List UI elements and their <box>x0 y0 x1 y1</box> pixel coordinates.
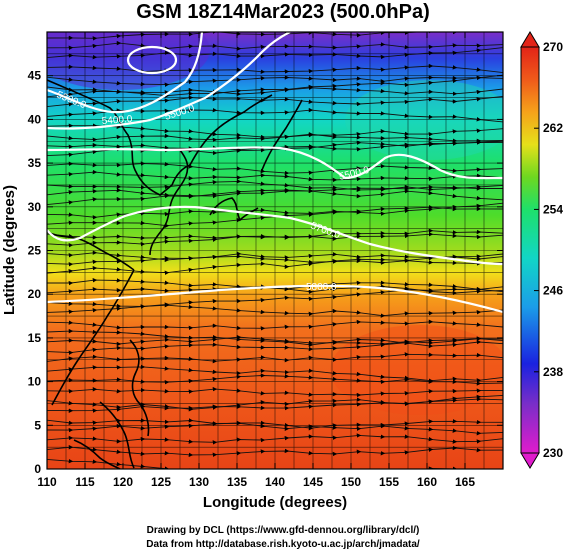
streamline <box>47 319 503 331</box>
streamline <box>47 187 503 206</box>
streamline <box>47 373 503 386</box>
colorbar-tick-label: 270 <box>543 40 563 54</box>
contour-label-5800: 5800.0 <box>306 282 337 293</box>
contour-5700 <box>47 205 503 266</box>
y-axis: 0 5 10 15 20 25 30 35 40 45 <box>28 69 503 476</box>
x-tick-label: 145 <box>303 475 323 489</box>
coastlines <box>47 79 303 469</box>
footer-data-credit: Data from http://database.rish.kyoto-u.a… <box>146 539 420 550</box>
streamline <box>47 95 503 108</box>
streamline <box>47 419 503 433</box>
x-tick-label: 165 <box>455 475 475 489</box>
streamline <box>47 352 503 364</box>
map-title: GSM 18Z14Mar2023 (500.0hPa) <box>136 1 430 23</box>
streamline <box>47 444 503 458</box>
streamline <box>47 63 503 74</box>
height-contours <box>47 32 503 314</box>
y-tick-label: 25 <box>28 244 42 258</box>
streamline <box>47 394 503 413</box>
y-tick-label: 20 <box>28 287 42 301</box>
colorbar-tick-label: 230 <box>543 446 563 460</box>
streamline <box>47 40 503 51</box>
contour-5500 <box>47 146 503 180</box>
y-tick-label: 0 <box>34 462 41 476</box>
streamline <box>47 286 503 314</box>
colorbar: 230 238 246 254 262 270 <box>520 31 563 469</box>
y-tick-label: 15 <box>28 331 42 345</box>
x-tick-label: 120 <box>113 475 133 489</box>
colorbar-top-arrow <box>520 31 540 48</box>
streamline <box>47 169 503 183</box>
colorbar-bottom-arrow <box>520 452 540 469</box>
colorbar-tick-label: 262 <box>543 121 563 135</box>
colorbar-body <box>520 46 540 454</box>
x-tick-label: 160 <box>417 475 437 489</box>
x-tick-label: 135 <box>227 475 247 489</box>
x-tick-label: 115 <box>75 475 95 489</box>
x-tick-label: 155 <box>379 475 399 489</box>
x-tick-label: 125 <box>151 475 171 489</box>
x-tick-label: 140 <box>265 475 285 489</box>
contour-5300 <box>47 32 204 114</box>
streamline <box>47 75 503 98</box>
streamline <box>47 433 503 445</box>
footer-drawing-credit: Drawing by DCL (https://www.gfd-dennou.o… <box>146 525 420 536</box>
y-tick-label: 5 <box>34 418 41 432</box>
streamline <box>47 107 503 123</box>
x-axis-label: Longitude (degrees) <box>203 494 347 511</box>
streamline <box>47 336 503 355</box>
y-tick-label: 40 <box>28 112 42 126</box>
y-axis-label: Latitude (degrees) <box>1 185 18 315</box>
x-tick-label: 110 <box>37 475 57 489</box>
streamline <box>47 47 503 60</box>
y-tick-label: 30 <box>28 200 42 214</box>
x-axis: 110 115 120 125 130 135 140 145 150 155 160 165 <box>37 32 475 489</box>
contour-5200 <box>126 45 178 75</box>
contour-5400 <box>47 32 291 130</box>
streamline <box>47 228 503 248</box>
colorbar-tick-label: 238 <box>543 365 563 379</box>
contour-label-5400a: 5400.0 <box>101 114 133 127</box>
y-tick-label: 10 <box>28 375 42 389</box>
streamline <box>47 386 503 398</box>
x-tick-label: 130 <box>189 475 209 489</box>
y-tick-label: 35 <box>28 156 42 170</box>
y-tick-label: 45 <box>28 69 42 83</box>
contour-5800 <box>47 284 503 314</box>
colorbar-tick-label: 246 <box>543 284 563 298</box>
x-tick-label: 150 <box>341 475 361 489</box>
colorbar-tick-label: 254 <box>543 202 563 216</box>
streamline <box>47 253 503 276</box>
streamline <box>47 128 503 143</box>
